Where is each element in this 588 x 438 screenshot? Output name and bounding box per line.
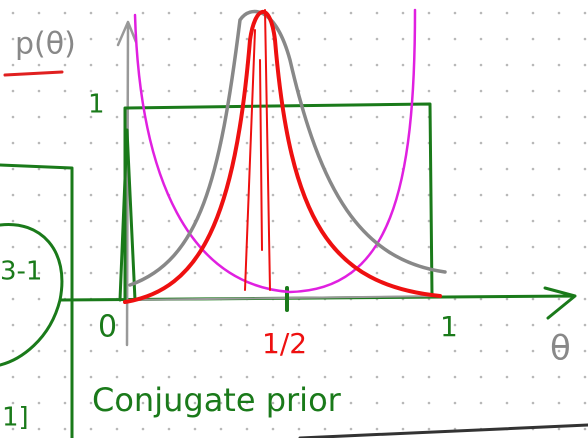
beta-u-curve [133, 8, 417, 294]
red-fill-strokes [244, 9, 271, 291]
x-half-label: 1/2 [262, 327, 307, 360]
x-axis-gray [127, 295, 441, 301]
green-spike [118, 128, 137, 302]
x-zero-label: 0 [98, 310, 117, 345]
gray-peak [128, 9, 447, 287]
y-axis [116, 20, 138, 347]
x-one-label: 1 [440, 310, 458, 343]
y-axis-label: p(θ) [15, 27, 76, 62]
red-peak [123, 9, 442, 304]
left-fragment: 1] [2, 403, 29, 433]
underline [3, 70, 64, 77]
left-box [0, 163, 74, 438]
bottom-stroke [298, 423, 588, 438]
y-one-label: 1 [88, 90, 105, 120]
left-fragment: 3-1 [0, 257, 42, 287]
caption: Conjugate prior [92, 381, 342, 419]
x-axis-label: θ [550, 329, 571, 369]
